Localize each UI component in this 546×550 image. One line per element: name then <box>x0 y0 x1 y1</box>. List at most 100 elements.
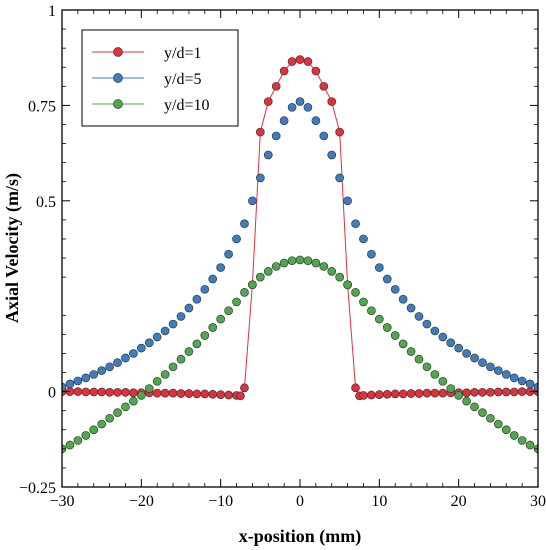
series-3-point <box>89 425 99 435</box>
series-1-point <box>168 388 178 398</box>
series-2-point <box>470 353 479 363</box>
series-1-point <box>73 387 83 396</box>
series-1-point <box>517 387 527 396</box>
series-1-point <box>295 55 305 64</box>
series-1-point <box>422 388 432 398</box>
series-2-point <box>271 131 281 141</box>
series-3-point <box>486 413 495 423</box>
series-3-point <box>414 354 424 364</box>
series-1-point <box>303 57 313 66</box>
series-1-point <box>438 388 448 398</box>
series-2-point <box>486 362 495 372</box>
series-3-point <box>454 391 464 400</box>
series-2-point <box>129 349 138 358</box>
series-3 <box>62 255 538 454</box>
series-1-point <box>501 387 511 397</box>
series-2-point <box>430 326 440 336</box>
x-tick-label: −10 <box>208 493 233 510</box>
legend-entry-3: y/d=10 <box>92 97 209 114</box>
series-1-point <box>97 387 107 397</box>
series-2-point <box>224 249 233 259</box>
series-1-point <box>184 389 194 398</box>
x-axis-title: x-position (mm) <box>239 526 362 547</box>
series-3-point <box>136 391 146 400</box>
series-3-point <box>105 413 114 423</box>
series-3-point <box>335 272 345 282</box>
series-2-point <box>462 349 471 358</box>
series-1-point <box>398 389 408 399</box>
series-1-point <box>240 383 249 393</box>
legend-marker <box>113 47 123 57</box>
series-2-point <box>493 366 503 375</box>
series-2-point <box>525 379 535 389</box>
series-3-point <box>184 347 194 356</box>
series-3-point <box>295 255 305 265</box>
series-3-point <box>430 370 440 379</box>
series-2-point <box>327 150 337 160</box>
series-1-point <box>327 97 337 106</box>
series-2-point <box>160 326 170 336</box>
axes: −30 −20 −10 0 10 20 30 −0.25 0 0.5 0.75 1 <box>19 3 546 510</box>
series-1-point <box>216 390 226 399</box>
series-3-point <box>216 314 226 324</box>
series-1-point <box>200 389 210 399</box>
series-3-point <box>97 419 107 429</box>
series-2-point <box>319 131 329 141</box>
series-2-point <box>279 116 289 126</box>
series-2-point <box>311 116 321 126</box>
legend-entry-2: y/d=5 <box>92 71 201 88</box>
series-2-point <box>478 358 487 367</box>
series-3-point <box>493 419 503 429</box>
series-3-point <box>438 376 448 386</box>
series-3-point <box>144 384 154 393</box>
series-1-point <box>176 389 186 398</box>
series-1-point <box>390 389 400 399</box>
series-2-point <box>390 284 400 294</box>
series-3-point <box>81 431 91 440</box>
x-tick-label: 30 <box>530 493 546 510</box>
series-3-point <box>240 288 249 297</box>
series-2-point <box>343 196 352 206</box>
series-3-point <box>152 376 162 386</box>
series-3-point <box>382 323 392 332</box>
series-3-point <box>65 440 75 450</box>
series-3-point <box>422 362 432 372</box>
series-3-point <box>73 436 83 445</box>
series-1-point <box>81 387 91 397</box>
series-2-point <box>105 362 114 372</box>
series-1-point <box>89 387 99 397</box>
series-1-point <box>351 383 360 393</box>
series-2-point <box>240 219 249 229</box>
x-tick-label: −20 <box>129 493 154 510</box>
series-1-point <box>105 388 114 397</box>
series-1-point <box>478 388 487 397</box>
series-3-point <box>160 370 170 379</box>
series-2-point <box>121 353 130 363</box>
series-1-point <box>509 387 519 397</box>
series-2 <box>62 97 538 392</box>
series-1-point <box>335 127 345 137</box>
series-1-point <box>236 391 245 401</box>
series-2-point <box>414 312 424 321</box>
series-2-point <box>184 303 194 313</box>
series-3-point <box>509 431 519 440</box>
series-3-point <box>279 258 289 268</box>
series-2-point <box>73 376 83 386</box>
series-1-point <box>255 127 265 137</box>
y-tick-label: 1 <box>48 3 56 20</box>
series-2-point <box>208 274 218 284</box>
series-1-point <box>129 388 138 398</box>
plot-area <box>62 55 538 454</box>
x-tick-label: −30 <box>49 493 74 510</box>
series-3-point <box>327 267 337 276</box>
series-3-point <box>311 258 321 268</box>
series-3-point <box>129 396 138 406</box>
y-tick-label: 0.5 <box>36 194 56 211</box>
series-2-point <box>509 373 519 383</box>
series-2-point <box>501 370 511 379</box>
series-3-point <box>470 402 479 412</box>
series-1-point <box>430 388 440 398</box>
legend-entry-1: y/d=1 <box>92 45 201 62</box>
series-1-point <box>121 388 130 397</box>
